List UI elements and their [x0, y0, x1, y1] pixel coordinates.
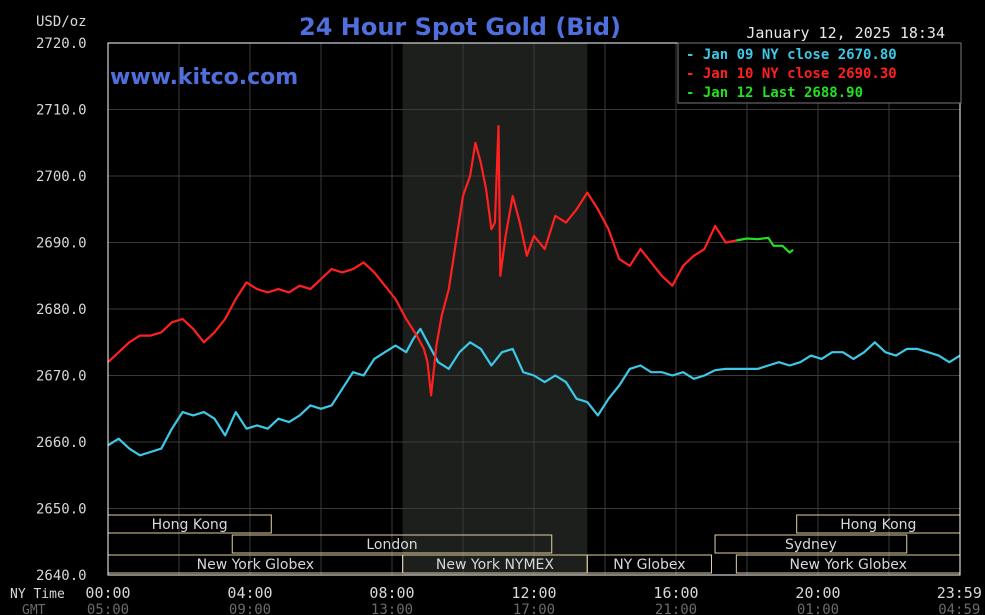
- y-tick-label: 2720.0: [36, 36, 87, 52]
- x-tick-label: 23:59: [937, 584, 982, 602]
- session-label: New York Globex: [789, 557, 906, 573]
- y-tick-label: 2690.0: [36, 236, 87, 252]
- chart-title: 24 Hour Spot Gold (Bid): [299, 13, 621, 41]
- session-label: New York NYMEX: [436, 557, 555, 573]
- series-line-2: [736, 236, 794, 254]
- session-label: NY Globex: [613, 557, 685, 573]
- gmt-tick-label: 17:00: [513, 602, 555, 615]
- legend-entry-jan10: - Jan 10 NY close 2690.30: [686, 66, 897, 82]
- legend-entry-jan12: - Jan 12 Last 2688.90: [686, 85, 863, 101]
- session-label: Sydney: [785, 537, 837, 553]
- x-tick-label: 16:00: [653, 584, 698, 602]
- timestamp: January 12, 2025 18:34: [746, 24, 945, 42]
- gmt-tick-label: 01:00: [797, 602, 839, 615]
- x-axis-label-ny-time: NY Time: [10, 587, 65, 602]
- series-line-0: [107, 327, 961, 457]
- y-tick-label: 2670.0: [36, 369, 87, 385]
- x-tick-label: 00:00: [85, 584, 130, 602]
- gmt-tick-label: 13:00: [371, 602, 413, 615]
- y-tick-label: 2650.0: [36, 502, 87, 518]
- gmt-tick-label: 21:00: [655, 602, 697, 615]
- x-tick-label: 12:00: [511, 584, 556, 602]
- legend-entry-jan09: - Jan 09 NY close 2670.80: [686, 47, 897, 63]
- session-label: Hong Kong: [152, 517, 228, 533]
- y-tick-label: 2700.0: [36, 169, 87, 185]
- session-bar: [714, 534, 908, 554]
- x-tick-label: 20:00: [795, 584, 840, 602]
- plot-frame: [107, 42, 961, 576]
- y-tick-label: 2660.0: [36, 435, 87, 451]
- legend-box: [677, 42, 962, 104]
- session-bar: [586, 554, 712, 574]
- legend: - Jan 09 NY close 2670.80 - Jan 10 NY cl…: [677, 42, 962, 104]
- gmt-tick-label: 09:00: [229, 602, 271, 615]
- x-tick-label: 08:00: [369, 584, 414, 602]
- session-label: Hong Kong: [840, 517, 916, 533]
- gmt-tick-label: 04:59: [938, 602, 980, 615]
- y-tick-label: 2680.0: [36, 302, 87, 318]
- session-label: New York Globex: [197, 557, 314, 573]
- gmt-tick-label: 05:00: [87, 602, 129, 615]
- y-tick-label: 2640.0: [36, 568, 87, 584]
- session-label: London: [366, 537, 417, 553]
- y-tick-label: 2710.0: [36, 103, 87, 119]
- y-axis-unit: USD/oz: [36, 14, 87, 30]
- watermark-text: www.kitco.com: [110, 65, 298, 90]
- x-tick-label: 04:00: [227, 584, 272, 602]
- session-bar: [231, 534, 553, 554]
- series-line-1: [107, 125, 737, 397]
- x-axis-label-gmt: GMT: [22, 603, 46, 615]
